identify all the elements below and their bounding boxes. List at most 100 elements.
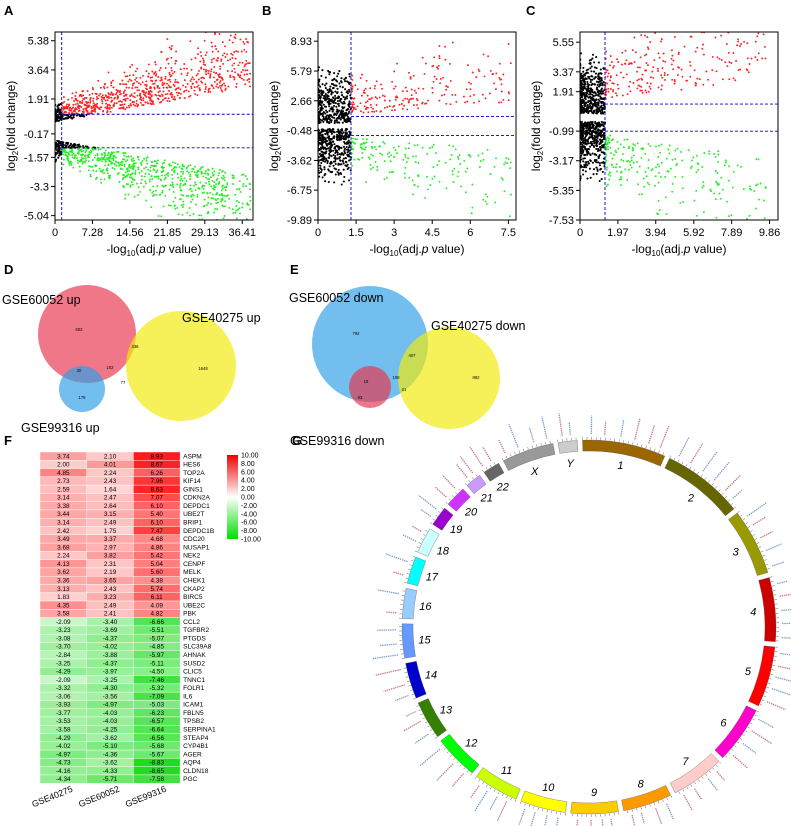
scatter-point xyxy=(241,61,244,64)
scatter-point xyxy=(88,93,91,96)
scatter-point xyxy=(631,149,634,152)
heatmap-cell-label: 4.82 xyxy=(151,611,164,618)
scatter-point xyxy=(164,75,167,78)
scatter-point xyxy=(143,157,146,160)
scatter-point xyxy=(592,129,595,132)
heatmap-cell-label: -4.25 xyxy=(103,727,118,734)
scatter-point xyxy=(341,86,344,89)
ideogram-tick xyxy=(756,542,760,544)
scatter-point xyxy=(333,167,336,170)
scatter-point xyxy=(226,70,229,72)
chromosome-label: 10 xyxy=(542,782,555,794)
scatter-point xyxy=(133,162,135,165)
scatter-point xyxy=(211,50,214,53)
scatter-point xyxy=(318,129,321,132)
scatter-point xyxy=(98,167,101,170)
ideogram-tick xyxy=(422,717,426,720)
scatter-point xyxy=(63,100,66,103)
heatmap-cell-label: 3.82 xyxy=(104,553,117,560)
scatter-point xyxy=(91,165,94,168)
scatter-point xyxy=(322,115,325,118)
scatter-point xyxy=(156,169,159,172)
scatter-point xyxy=(221,197,224,200)
scatter-point xyxy=(617,87,620,90)
scatter-point xyxy=(332,97,335,100)
scatter-point xyxy=(329,130,332,133)
scatter-point xyxy=(765,262,767,264)
scatter-point xyxy=(95,177,97,180)
scatter-point xyxy=(640,85,643,88)
scatter-point xyxy=(649,82,652,85)
scatter-point xyxy=(189,94,192,97)
ideogram-tick xyxy=(669,455,672,458)
scatter-point xyxy=(331,116,334,119)
scatter-point xyxy=(327,121,331,125)
scatter-point xyxy=(677,53,680,56)
heatmap-cell-label: 1.75 xyxy=(104,528,117,535)
scatter-point xyxy=(168,71,171,74)
scatter-point xyxy=(649,41,652,44)
scatter-point xyxy=(591,57,594,60)
y-tick-label: -6.75 xyxy=(287,185,312,197)
scatter-point xyxy=(113,97,116,100)
scatter-point xyxy=(589,78,592,81)
scatter-point xyxy=(78,160,81,163)
venn-circle xyxy=(349,366,391,408)
scatter-point xyxy=(92,102,95,105)
scatter-point xyxy=(121,79,124,82)
scatter-point xyxy=(656,67,659,70)
scatter-point xyxy=(655,166,657,169)
scatter-point xyxy=(223,52,226,55)
color-scale-bar xyxy=(227,455,238,539)
scatter-point xyxy=(479,160,482,162)
scatter-point xyxy=(70,107,73,110)
scatter-point xyxy=(588,62,591,65)
scatter-point xyxy=(130,94,133,97)
scatter-point xyxy=(193,86,196,89)
heatmap-cell-label: -5.67 xyxy=(149,751,164,758)
scatter-point xyxy=(670,57,673,60)
scatter-point xyxy=(412,97,414,100)
scatter-point xyxy=(703,152,706,154)
scatter-point xyxy=(148,180,151,183)
scatter-point xyxy=(603,165,606,168)
scatter-point xyxy=(149,102,152,105)
scatter-point xyxy=(318,132,321,136)
scatter-point xyxy=(235,200,238,202)
heatmap-row-label: SUSD2 xyxy=(183,660,205,667)
scatter-point xyxy=(174,81,176,84)
scatter-point xyxy=(321,144,324,147)
scatter-point xyxy=(131,159,134,162)
scatter-point xyxy=(213,71,215,74)
scatter-point xyxy=(145,199,148,202)
panel-letter-c: C xyxy=(526,3,536,18)
scatter-point xyxy=(712,83,715,86)
scatter-point xyxy=(173,85,176,87)
scatter-point xyxy=(726,23,728,25)
scatter-point xyxy=(646,181,649,184)
scatter-point xyxy=(190,195,193,198)
scatter-point xyxy=(667,148,670,151)
scatter-point xyxy=(670,63,673,66)
volcano-plot-c: 0 1.97 3.94 5.92 7.89 9.865.553.371.91-0.99-3… xyxy=(529,23,780,264)
scatter-point xyxy=(649,87,652,90)
scatter-point xyxy=(213,170,216,173)
scatter-point xyxy=(122,184,125,187)
scatter-point xyxy=(198,87,201,90)
ideogram-tick xyxy=(737,510,740,513)
scatter-point xyxy=(211,193,214,196)
scatter-point xyxy=(89,175,92,178)
scatter-point xyxy=(636,70,638,73)
scatter-point xyxy=(413,144,416,147)
scatter-point xyxy=(320,119,323,122)
scatter-point xyxy=(714,155,717,158)
heatmap-row-label: TGFBR2 xyxy=(183,627,209,634)
scatter-point xyxy=(85,159,88,162)
chromosome-ideogram xyxy=(582,439,666,467)
scatter-point xyxy=(364,148,366,151)
scatter-point xyxy=(207,91,210,93)
scatter-point xyxy=(438,160,441,163)
scatter-point xyxy=(158,69,161,72)
scatter-point xyxy=(65,103,68,106)
scatter-point xyxy=(85,107,88,110)
